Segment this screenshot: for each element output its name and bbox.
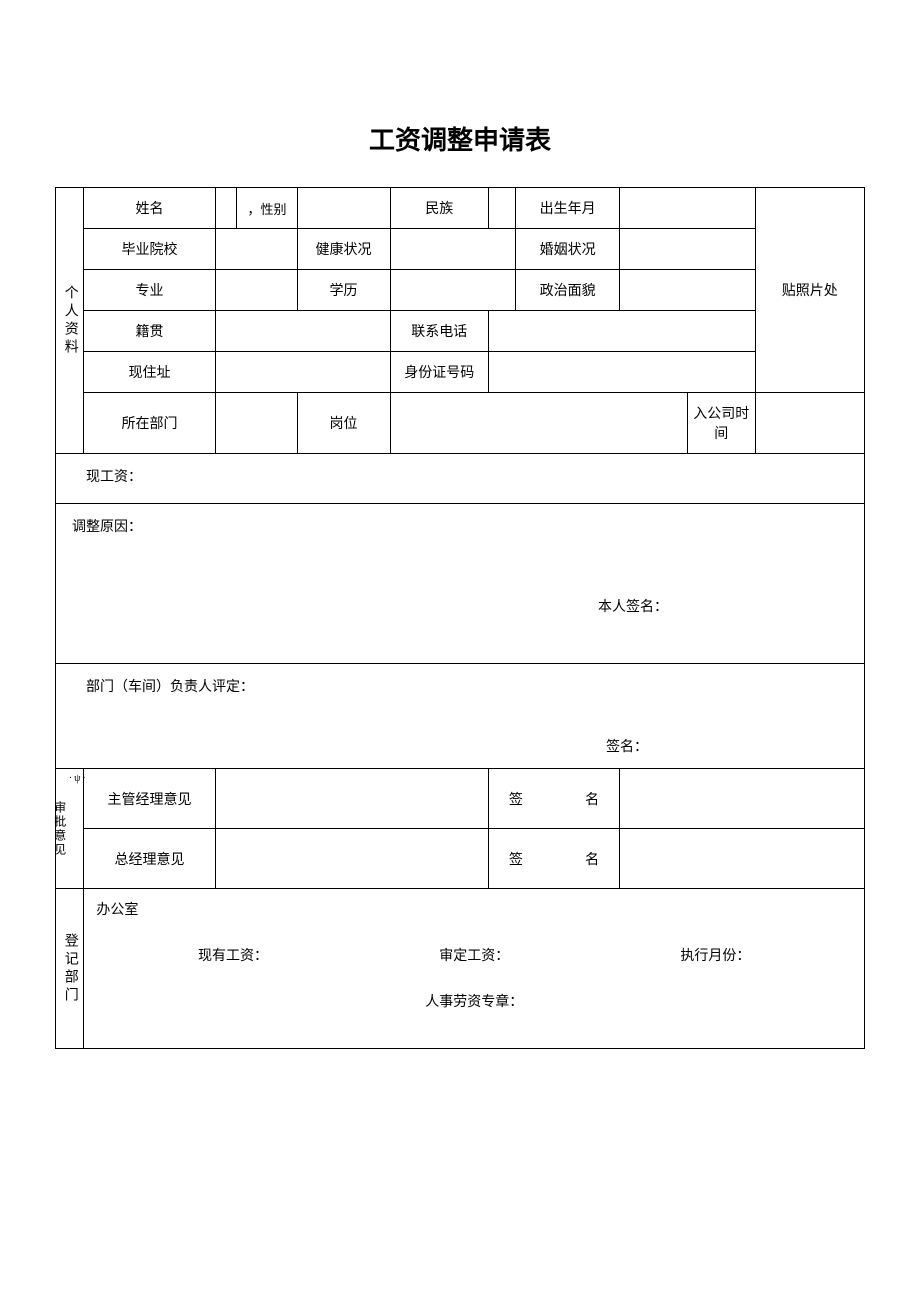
label-major: 专业 [84, 270, 215, 311]
cell-name-value [215, 188, 237, 229]
label-health: 健康状况 [297, 229, 390, 270]
label-gm-opinion: 总经理意见 [84, 829, 215, 889]
cell-school-value [215, 229, 297, 270]
label-name: 姓名 [84, 188, 215, 229]
cell-address-value [215, 352, 390, 393]
cell-manager-opinion [215, 769, 488, 829]
cell-major-value [215, 270, 297, 311]
section-approval-header: ·ψ· 审批意见 [56, 769, 84, 889]
label-position: 岗位 [297, 393, 390, 454]
label-gender: ，性别 [237, 188, 297, 229]
label-reg-current: 现有工资： [198, 945, 268, 965]
label-education: 学历 [297, 270, 390, 311]
label-manager-sign: 签名 [488, 769, 619, 829]
label-school: 毕业院校 [84, 229, 215, 270]
cell-gender-value [297, 188, 390, 229]
registration-block: 办公室 现有工资： 审定工资： 执行月份： 人事劳资专章： [84, 889, 865, 1049]
cell-manager-sign [620, 769, 865, 829]
label-office: 办公室 [92, 899, 856, 937]
cell-birth-value [620, 188, 756, 229]
cell-origin-value [215, 311, 390, 352]
cell-health-value [390, 229, 516, 270]
section-personal-header: 个人资料 [56, 188, 84, 454]
cell-political-value [620, 270, 756, 311]
current-salary-row: 现工资： [56, 454, 865, 504]
approval-symbol: ·ψ· [69, 773, 88, 784]
label-gm-sign: 签名 [488, 829, 619, 889]
cell-gm-sign [620, 829, 865, 889]
label-reason: 调整原因： [72, 516, 848, 536]
label-phone: 联系电话 [390, 311, 488, 352]
label-dept-eval: 部门（车间）负责人评定： [72, 676, 848, 696]
cell-join-date-value [755, 393, 864, 454]
cell-ethnicity-value [488, 188, 515, 229]
cell-phone-value [488, 311, 755, 352]
label-reg-month: 执行月份： [680, 945, 750, 965]
label-manager-opinion: 主管经理意见 [84, 769, 215, 829]
cell-marital-value [620, 229, 756, 270]
label-stamp: 人事劳资专章： [92, 973, 856, 1011]
photo-placeholder: 贴照片处 [755, 188, 864, 393]
dept-eval-row: 部门（车间）负责人评定： 签名： [56, 664, 865, 769]
label-address: 现住址 [84, 352, 215, 393]
label-political: 政治面貌 [516, 270, 620, 311]
label-ethnicity: 民族 [390, 188, 488, 229]
cell-position-value [390, 393, 687, 454]
registration-values-row: 现有工资： 审定工资： 执行月份： [92, 937, 856, 973]
label-origin: 籍贯 [84, 311, 215, 352]
label-marital: 婚姻状况 [516, 229, 620, 270]
form-title: 工资调整申请表 [55, 120, 865, 157]
label-current-salary: 现工资： [72, 470, 142, 485]
cell-education-value [390, 270, 516, 311]
cell-gm-opinion [215, 829, 488, 889]
label-join-date: 入公司时间 [687, 393, 755, 454]
salary-adjustment-form: 个人资料 姓名 ，性别 民族 出生年月 贴照片处 毕业院校 健康状况 婚姻状况 … [55, 187, 865, 1049]
label-birth: 出生年月 [516, 188, 620, 229]
label-id-number: 身份证号码 [390, 352, 488, 393]
cell-id-value [488, 352, 755, 393]
label-reg-approved: 审定工资： [439, 945, 509, 965]
label-dept-signature: 签名： [72, 736, 848, 756]
section-registration-header: 登记部门 [56, 889, 84, 1049]
cell-department-value [215, 393, 297, 454]
reason-row: 调整原因： 本人签名： [56, 504, 865, 664]
label-self-signature: 本人签名： [72, 596, 848, 616]
label-department: 所在部门 [84, 393, 215, 454]
